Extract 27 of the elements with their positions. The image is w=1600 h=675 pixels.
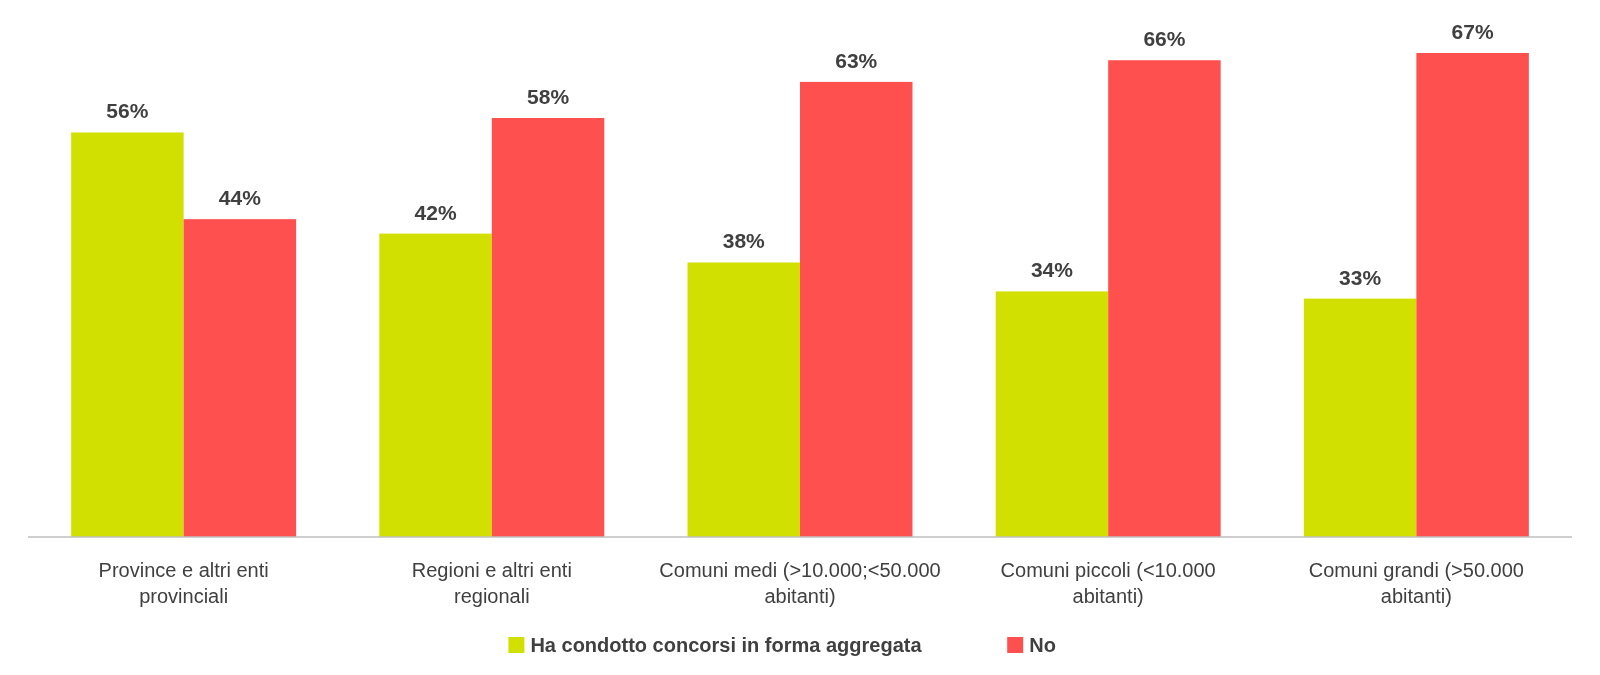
legend-label: No [1029, 634, 1056, 656]
x-tick-label: Comuni grandi (>50.000 abitanti) [1308, 559, 1524, 607]
x-tick-label: Comuni piccoli (<10.000 abitanti) [1000, 559, 1216, 607]
data-label: 63% [835, 48, 878, 72]
data-label: 38% [722, 229, 766, 253]
x-tick-label: Regioni e altri enti regionali [411, 559, 572, 607]
data-label: 44% [218, 186, 262, 210]
bar [995, 291, 1109, 537]
data-label: 33% [1339, 265, 1382, 289]
data-label: 67% [1451, 20, 1494, 43]
bar [183, 219, 297, 537]
bar [1108, 60, 1221, 537]
bar [491, 118, 605, 537]
data-label: 56% [106, 99, 149, 123]
legend-label: Ha condotto concorsi in forma aggregata [530, 634, 923, 656]
x-tick-label: Comuni medi (>10.000;<50.000 abitanti) [659, 559, 941, 607]
bar [1416, 53, 1529, 537]
data-label: 66% [1143, 27, 1186, 51]
bar [800, 81, 913, 537]
data-label: 42% [414, 200, 457, 224]
bar [1303, 298, 1417, 537]
bar [379, 233, 492, 537]
bar [687, 262, 800, 537]
x-tick-label: Province e altri enti provinciali [98, 559, 269, 607]
data-label: 58% [527, 85, 570, 109]
data-label: 34% [1030, 258, 1074, 282]
bar [71, 132, 184, 537]
